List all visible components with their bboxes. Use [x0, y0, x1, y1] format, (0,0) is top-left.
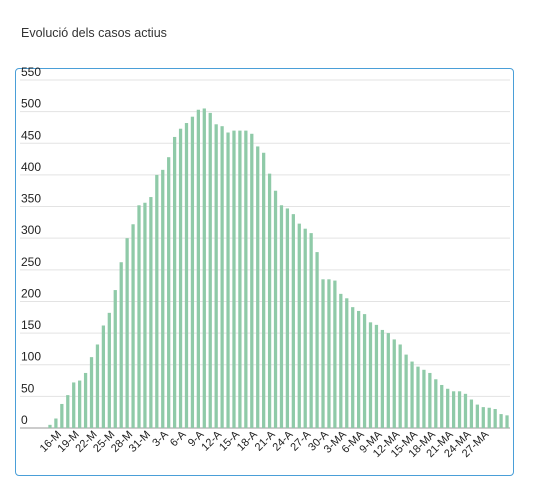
x-tick-label: 31-M	[127, 429, 153, 455]
bar-19-M	[78, 380, 82, 428]
bar-30-M	[143, 202, 147, 428]
y-tick-label: 400	[21, 160, 41, 174]
bar-21-A	[273, 190, 278, 428]
bar-20-A	[267, 173, 272, 428]
chart-title: Evolució dels casos actius	[21, 26, 167, 40]
bar-3-A	[167, 157, 171, 428]
y-tick-label: 150	[21, 318, 41, 332]
bar-19-MA	[440, 384, 444, 428]
bar-16-MA	[422, 369, 426, 428]
bar-2-MA	[339, 293, 343, 428]
bar-1-A	[155, 174, 159, 428]
bar-20-M	[83, 372, 88, 428]
bar-20-MA	[446, 388, 450, 428]
bar-24-MA	[469, 399, 474, 428]
bar-25-M	[113, 290, 117, 428]
bar-25-A	[297, 223, 301, 428]
bar-23-A	[285, 208, 290, 428]
bar-26-MA	[481, 407, 485, 428]
x-tick-label: 6-A	[168, 428, 189, 449]
bar-28-MA	[493, 409, 497, 428]
bar-6-A	[184, 123, 189, 428]
bar-25-MA	[475, 404, 479, 428]
bar-9-A	[202, 108, 206, 428]
bar-12-MA	[398, 344, 402, 428]
bar-13-A	[226, 132, 230, 428]
bar-31-M	[149, 197, 153, 428]
bar-21-MA	[451, 391, 456, 428]
bar-22-A	[279, 205, 284, 428]
bar-28-M	[131, 224, 135, 428]
y-tick-label: 250	[21, 255, 41, 269]
bar-11-A	[214, 124, 218, 428]
bar-29-M	[137, 205, 141, 428]
bar-24-M	[107, 312, 111, 428]
bar-24-A	[291, 214, 295, 428]
bar-11-MA	[392, 339, 396, 428]
bar-12-A	[220, 126, 224, 428]
bar-14-A	[232, 130, 236, 428]
bar-6-MA	[362, 314, 367, 428]
bar-8-A	[196, 109, 200, 429]
bar-15-MA	[416, 366, 420, 428]
bar-17-M	[66, 395, 70, 428]
bar-8-MA	[374, 324, 379, 428]
y-tick-label: 0	[21, 413, 28, 427]
bar-29-MA	[499, 414, 503, 428]
bar-18-A	[256, 146, 260, 428]
bar-16-M	[60, 403, 64, 428]
x-axis-ticks: 16-M19-M22-M25-M28-M31-M3-A6-A9-A12-A15-…	[38, 428, 492, 460]
bar-13-MA	[404, 354, 408, 428]
bar-2-A	[161, 169, 165, 428]
bar-17-A	[250, 133, 254, 428]
bar-18-M	[72, 382, 76, 428]
bar-23-MA	[463, 393, 468, 428]
bar-27-MA	[487, 407, 491, 428]
bar-22-MA	[457, 391, 462, 428]
bar-14-MA	[410, 361, 414, 428]
bar-3-MA	[345, 298, 349, 428]
y-tick-label: 450	[21, 128, 41, 142]
bar-5-MA	[357, 310, 361, 428]
bar-15-M	[54, 418, 58, 428]
bar-27-M	[125, 238, 129, 428]
bar-4-A	[172, 136, 177, 428]
bar-19-A	[262, 152, 266, 428]
y-tick-label: 50	[21, 381, 35, 395]
bar-7-MA	[368, 322, 373, 428]
bar-10-A	[208, 112, 212, 429]
bar-26-M	[119, 262, 123, 428]
bar-1-MA	[333, 280, 337, 428]
bar-14-M	[48, 424, 52, 428]
y-tick-label: 100	[21, 350, 41, 364]
bar-18-MA	[434, 379, 438, 428]
x-tick-label: 3-A	[150, 428, 171, 449]
bar-17-MA	[428, 372, 432, 428]
bar-7-A	[190, 116, 195, 428]
y-tick-label: 550	[21, 65, 41, 79]
bar-21-M	[89, 357, 94, 428]
bar-29-A	[321, 279, 325, 428]
y-tick-label: 500	[21, 97, 41, 111]
bar-26-A	[303, 228, 307, 428]
bar-9-MA	[380, 329, 385, 428]
bar-16-A	[244, 130, 248, 428]
bar-4-MA	[351, 307, 355, 428]
bar-30-MA	[505, 415, 509, 428]
bar-15-A	[238, 130, 242, 428]
bar-27-A	[309, 233, 313, 428]
bar-28-A	[315, 252, 319, 428]
bar-30-A	[327, 279, 331, 428]
y-tick-label: 300	[21, 223, 41, 237]
y-tick-label: 200	[21, 286, 41, 300]
bar-10-MA	[386, 333, 390, 428]
bar-5-A	[178, 128, 183, 428]
bar-22-M	[95, 344, 100, 428]
y-axis-ticks: 0 50 100 150 200 250 300 350 400 450 500 550	[21, 65, 41, 427]
y-tick-label: 350	[21, 192, 41, 206]
bars	[48, 108, 509, 429]
bar-23-M	[101, 325, 106, 428]
